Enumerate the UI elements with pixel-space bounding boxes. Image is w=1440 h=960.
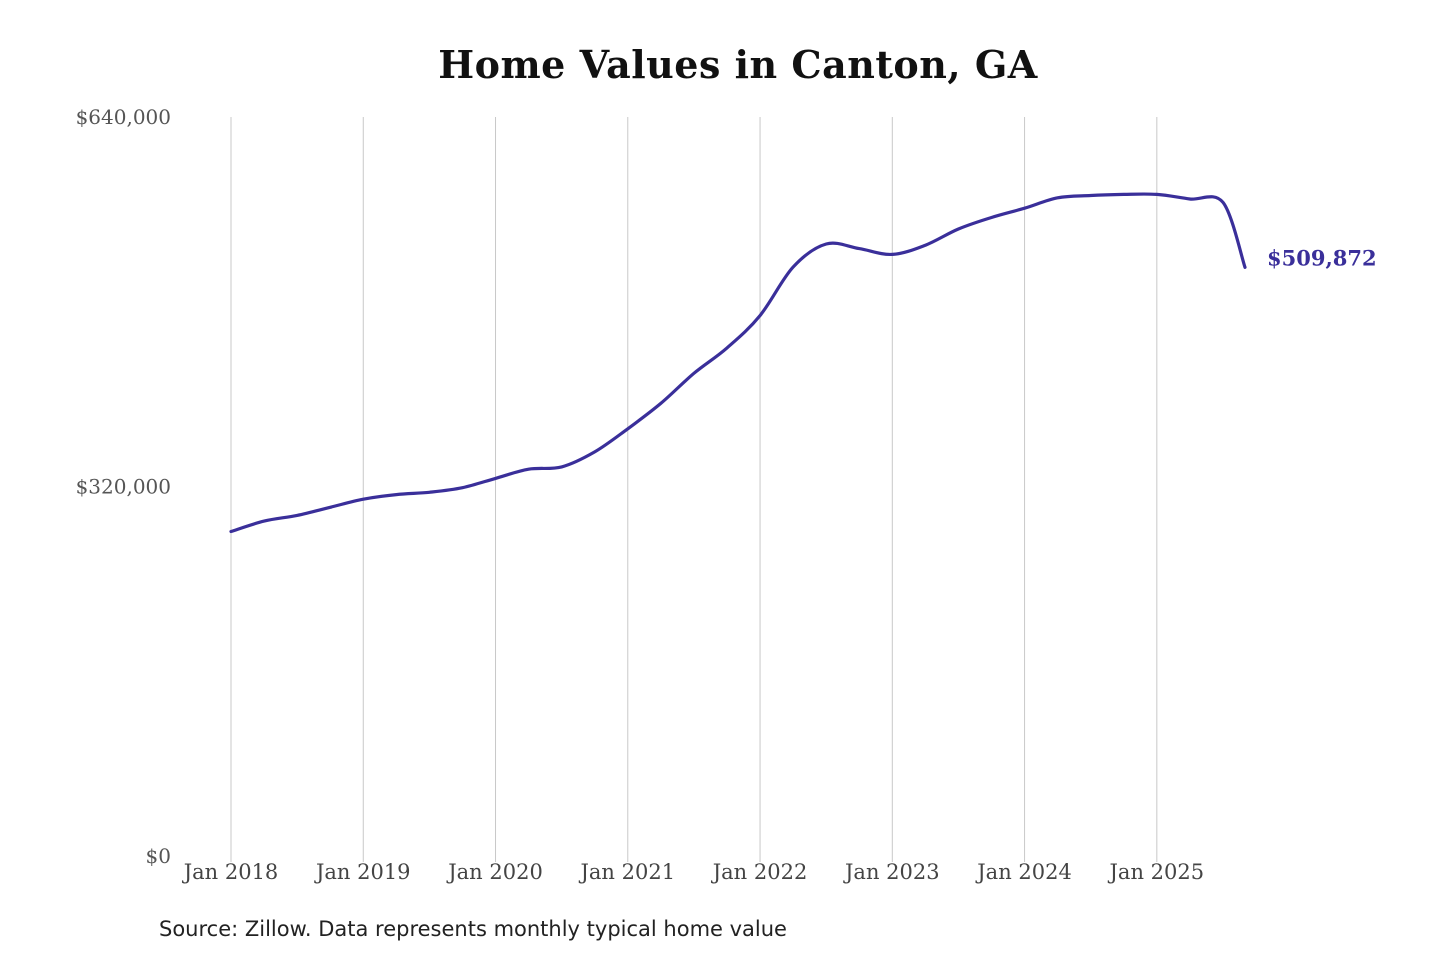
y-axis-ticks: $0 $320,000 $640,000 <box>76 105 171 868</box>
x-tick-label: Jan 2024 <box>975 860 1072 884</box>
y-tick-label: $0 <box>146 844 171 868</box>
y-tick-label: $640,000 <box>76 105 171 129</box>
x-tick-label: Jan 2020 <box>446 860 543 884</box>
grid-lines <box>230 117 1158 862</box>
x-tick-label: Jan 2022 <box>711 860 808 884</box>
x-tick-label: Jan 2019 <box>314 860 411 884</box>
end-value-label: $509,872 <box>1267 245 1377 270</box>
end-labels: $509,872 <box>1267 245 1377 270</box>
x-tick-label: Jan 2025 <box>1108 860 1205 884</box>
source-note: Source: Zillow. Data represents monthly … <box>159 917 787 941</box>
chart-title: Home Values in Canton, GA <box>438 42 1038 87</box>
y-tick-label: $320,000 <box>76 475 171 499</box>
x-tick-label: Jan 2023 <box>843 860 940 884</box>
x-axis-ticks: Jan 2018 Jan 2019 Jan 2020 Jan 2021 Jan 2022… <box>182 860 1204 884</box>
x-tick-label: Jan 2021 <box>578 860 675 884</box>
series-line <box>229 192 1247 534</box>
x-tick-label: Jan 2018 <box>182 860 279 884</box>
series-group <box>229 192 1247 534</box>
